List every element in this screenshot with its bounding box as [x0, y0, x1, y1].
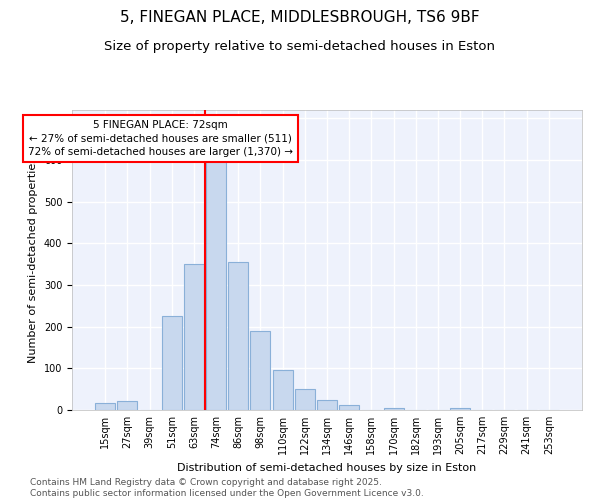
Bar	[383, 408, 404, 410]
Bar	[450, 408, 470, 410]
Bar	[317, 400, 337, 410]
Bar	[295, 389, 315, 410]
Y-axis label: Number of semi-detached properties: Number of semi-detached properties	[28, 157, 38, 363]
Bar	[118, 401, 137, 410]
Bar	[272, 370, 293, 410]
Bar	[339, 405, 359, 410]
Bar	[95, 402, 115, 410]
Bar	[228, 262, 248, 410]
Bar	[184, 264, 204, 410]
Text: 5, FINEGAN PLACE, MIDDLESBROUGH, TS6 9BF: 5, FINEGAN PLACE, MIDDLESBROUGH, TS6 9BF	[120, 10, 480, 25]
Bar	[250, 331, 271, 410]
Bar	[162, 316, 182, 410]
Text: 5 FINEGAN PLACE: 72sqm
← 27% of semi-detached houses are smaller (511)
72% of se: 5 FINEGAN PLACE: 72sqm ← 27% of semi-det…	[28, 120, 293, 157]
Text: Contains HM Land Registry data © Crown copyright and database right 2025.
Contai: Contains HM Land Registry data © Crown c…	[30, 478, 424, 498]
X-axis label: Distribution of semi-detached houses by size in Eston: Distribution of semi-detached houses by …	[178, 462, 476, 472]
Text: Size of property relative to semi-detached houses in Eston: Size of property relative to semi-detach…	[104, 40, 496, 53]
Bar	[206, 135, 226, 410]
